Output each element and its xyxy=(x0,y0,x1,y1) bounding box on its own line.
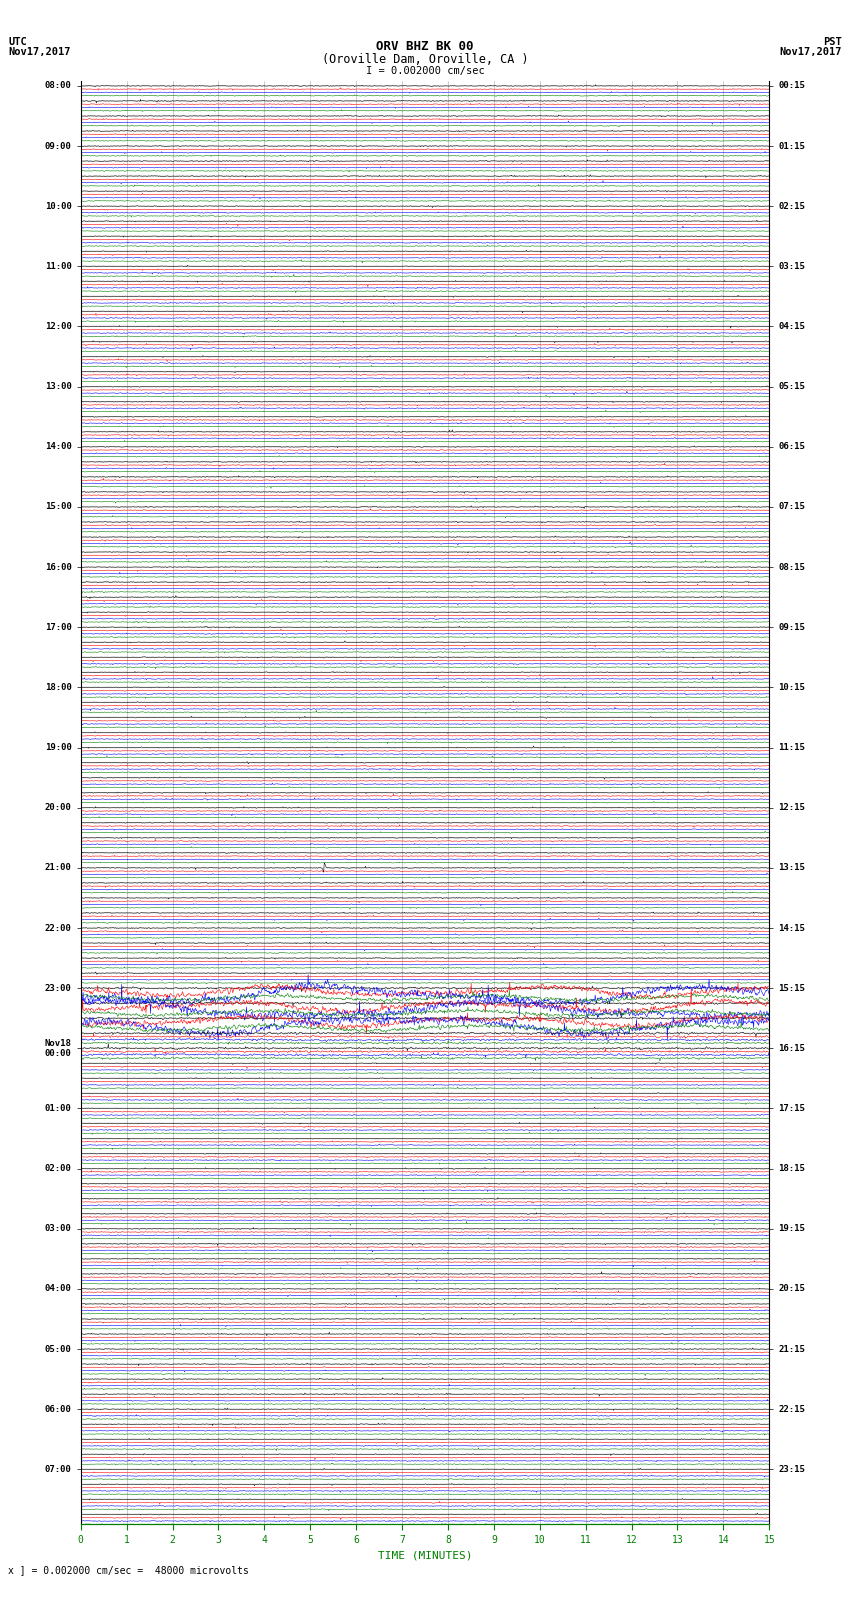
X-axis label: TIME (MINUTES): TIME (MINUTES) xyxy=(377,1550,473,1560)
Text: ORV BHZ BK 00: ORV BHZ BK 00 xyxy=(377,40,473,53)
Text: Nov17,2017: Nov17,2017 xyxy=(8,47,71,56)
Text: (Oroville Dam, Oroville, CA ): (Oroville Dam, Oroville, CA ) xyxy=(321,53,529,66)
Text: x ] = 0.002000 cm/sec =  48000 microvolts: x ] = 0.002000 cm/sec = 48000 microvolts xyxy=(8,1565,249,1574)
Text: UTC: UTC xyxy=(8,37,27,47)
Text: Nov17,2017: Nov17,2017 xyxy=(779,47,842,56)
Text: PST: PST xyxy=(823,37,842,47)
Text: I = 0.002000 cm/sec: I = 0.002000 cm/sec xyxy=(366,66,484,76)
